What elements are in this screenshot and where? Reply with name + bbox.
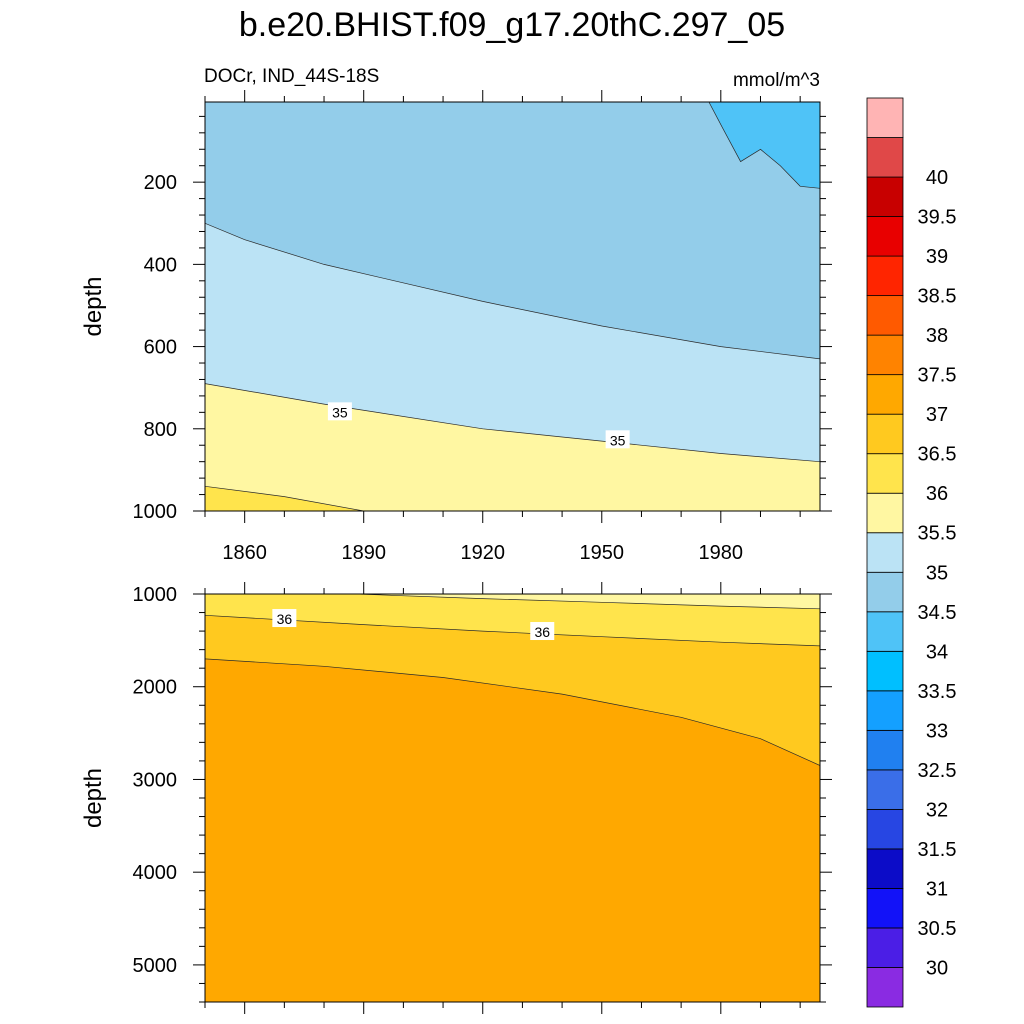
colorbar-label: 31.5 bbox=[918, 839, 957, 861]
upper-fills bbox=[205, 102, 820, 511]
contour-line-35 bbox=[205, 383, 820, 463]
colorbar-swatch bbox=[866, 927, 904, 968]
contour-line-33-5 bbox=[708, 102, 820, 189]
y-tick-label: 800 bbox=[144, 419, 177, 441]
upper-panel: 35 35 200 400 600 800 1000 1860 1890 1920 1950 1980… bbox=[80, 90, 832, 564]
colorbar-swatch bbox=[866, 255, 904, 297]
chart-title: b.e20.BHIST.f09_g17.20thC.297_05 bbox=[239, 6, 785, 44]
colorbar-label: 38.5 bbox=[918, 286, 957, 308]
y-tick-label: 400 bbox=[144, 254, 177, 276]
colorbar-label: 35 bbox=[926, 562, 948, 584]
contour-label: 36 bbox=[272, 609, 297, 628]
contour-label-text: 36 bbox=[534, 624, 550, 640]
colorbar-label: 40 bbox=[926, 167, 948, 189]
contour-label-box bbox=[272, 609, 297, 628]
colorbar-swatch bbox=[866, 453, 904, 494]
lower-fills bbox=[205, 594, 820, 1002]
colorbar-swatch bbox=[866, 176, 904, 217]
colorbar-swatch bbox=[866, 769, 904, 810]
contour-label-text: 35 bbox=[332, 404, 348, 420]
colorbar-swatch bbox=[866, 295, 904, 336]
colorbar-label: 36.5 bbox=[918, 444, 957, 466]
upper-frame bbox=[204, 101, 821, 512]
contour-line-36.5 bbox=[205, 658, 820, 766]
colorbar-swatch bbox=[866, 334, 904, 376]
colorbar-swatch bbox=[866, 967, 904, 1008]
colorbar-label: 32.5 bbox=[918, 760, 957, 782]
contour-line-35.5 bbox=[205, 485, 364, 511]
colorbar-label: 32 bbox=[926, 799, 948, 821]
y-tick-label: 3000 bbox=[133, 769, 178, 791]
colorbar-label: 39 bbox=[926, 246, 948, 268]
lower-panel: 36 36 1000 2000 3000 4000 5000 depth bbox=[80, 582, 832, 1014]
colorbar-swatch bbox=[866, 374, 904, 415]
colorbar-swatch bbox=[866, 690, 904, 731]
contour-line-34 bbox=[205, 222, 820, 360]
y-tick-label: 200 bbox=[144, 172, 177, 194]
x-tick-label: 1890 bbox=[341, 542, 386, 564]
x-tick-label: 1980 bbox=[699, 542, 744, 564]
colorbar-swatch bbox=[866, 97, 904, 138]
colorbar-swatch bbox=[866, 571, 904, 613]
contour-label-text: 36 bbox=[277, 611, 293, 627]
colorbar-swatch bbox=[866, 532, 904, 573]
region-35-5 bbox=[205, 486, 364, 511]
colorbar-label: 37.5 bbox=[918, 365, 957, 387]
region-36-5 bbox=[205, 658, 820, 1002]
x-tick-label: 1860 bbox=[222, 542, 267, 564]
colorbar-swatch bbox=[866, 216, 904, 257]
colorbar-swatch bbox=[866, 888, 904, 929]
contour-label-box bbox=[530, 622, 555, 641]
contour-label-text: 35 bbox=[610, 432, 626, 448]
colorbar-label: 34.5 bbox=[918, 602, 957, 624]
chart-units: mmol/m^3 bbox=[733, 70, 820, 91]
region-35 bbox=[205, 383, 820, 511]
y-tick-label: 1000 bbox=[133, 584, 178, 606]
contour-line-35.5 bbox=[355, 594, 820, 610]
colorbar-label: 30 bbox=[926, 957, 948, 979]
contour-label: 36 bbox=[530, 622, 555, 641]
colorbar-label: 39.5 bbox=[918, 207, 957, 229]
colorbar-swatch bbox=[866, 729, 904, 771]
colorbar-label: 37 bbox=[926, 404, 948, 426]
colorbar-swatch bbox=[866, 492, 904, 534]
region-33-5 bbox=[708, 102, 820, 189]
colorbar-label: 38 bbox=[926, 325, 948, 347]
y-axis-label: depth bbox=[80, 768, 107, 828]
colorbar-label: 35.5 bbox=[918, 523, 957, 545]
y-tick-label: 600 bbox=[144, 337, 177, 359]
colorbar-swatch bbox=[866, 848, 904, 889]
colorbar-swatch bbox=[866, 808, 904, 850]
colorbar-label: 30.5 bbox=[918, 918, 957, 940]
colorbar-label: 34 bbox=[926, 641, 948, 663]
y-tick-label: 1000 bbox=[133, 501, 178, 523]
colorbar-swatch bbox=[866, 611, 904, 652]
chart-subtitle-left: DOCr, IND_44S-18S bbox=[204, 66, 379, 87]
colorbar-label: 33 bbox=[926, 720, 948, 742]
y-tick-label: 4000 bbox=[133, 862, 178, 884]
contour-label-box bbox=[605, 430, 630, 449]
colorbar-swatch bbox=[866, 137, 904, 178]
y-axis-label: depth bbox=[80, 276, 107, 336]
colorbar-label: 36 bbox=[926, 483, 948, 505]
contour-label: 35 bbox=[327, 402, 352, 421]
x-tick-label: 1920 bbox=[460, 542, 505, 564]
colorbar-swatch bbox=[866, 413, 904, 455]
contour-label: 35 bbox=[605, 430, 630, 449]
y-tick-label: 5000 bbox=[133, 955, 178, 977]
colorbar-swatch bbox=[866, 650, 904, 692]
colorbar: 30 30.5 31 31.5 32 32.5 33 33.5 34 34.5 35 35.5 36 36… bbox=[866, 97, 957, 1008]
x-tick-label: 1950 bbox=[580, 542, 625, 564]
contour-label-box bbox=[327, 402, 352, 421]
y-tick-label: 2000 bbox=[133, 677, 178, 699]
colorbar-label: 31 bbox=[926, 878, 948, 900]
colorbar-label: 33.5 bbox=[918, 681, 957, 703]
